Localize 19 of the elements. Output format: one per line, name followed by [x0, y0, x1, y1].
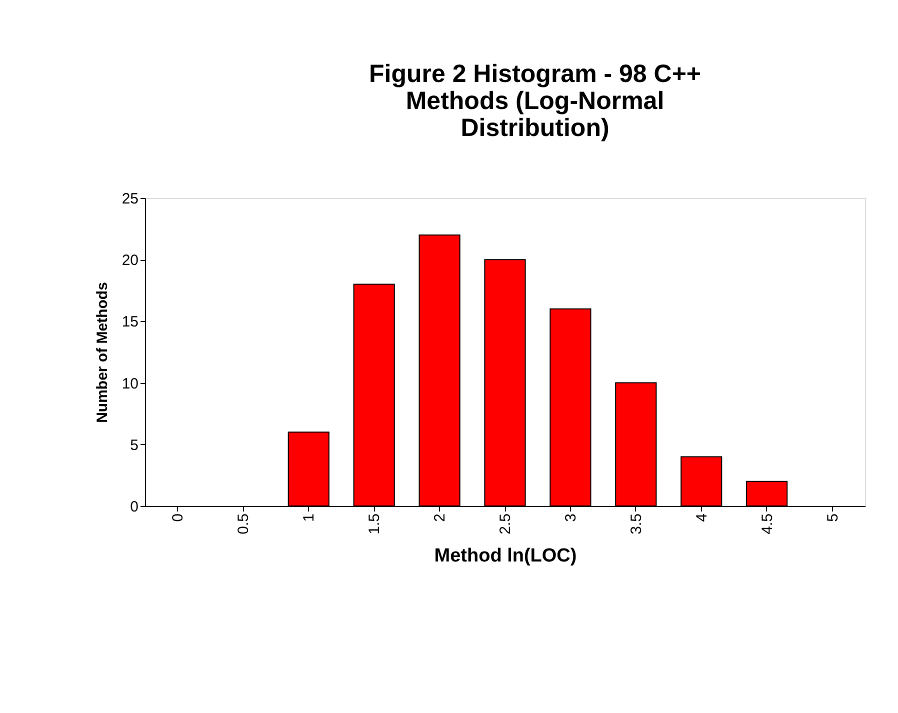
x-tick-label: 3.5 — [628, 514, 645, 534]
x-tick-label: 0 — [170, 514, 187, 522]
y-axis-title: Number of Methods — [94, 282, 111, 423]
x-tick-label: 1 — [300, 514, 318, 522]
y-tick-label: 10 — [122, 375, 138, 392]
x-tick-label: 3 — [562, 514, 580, 522]
chart-title: Figure 2 Histogram - 98 C++ Methods (Log-Normal Distribution) — [368, 60, 702, 142]
x-tick-label: 0.5 — [235, 514, 252, 534]
x-tick-label: 2 — [432, 514, 449, 522]
y-tick-label: 20 — [122, 252, 138, 270]
x-tick-label: 4.5 — [758, 514, 776, 534]
x-axis-title: Method ln(LOC) — [434, 545, 577, 566]
x-tick-label: 4 — [693, 514, 710, 522]
y-tick-label: 25 — [122, 190, 138, 208]
x-tick-label: 2.5 — [497, 514, 514, 534]
y-tick-label: 5 — [130, 436, 138, 454]
x-tick-label: 1.5 — [366, 514, 384, 534]
x-tick-label: 5 — [824, 514, 842, 522]
y-tick-label: 15 — [122, 314, 138, 331]
